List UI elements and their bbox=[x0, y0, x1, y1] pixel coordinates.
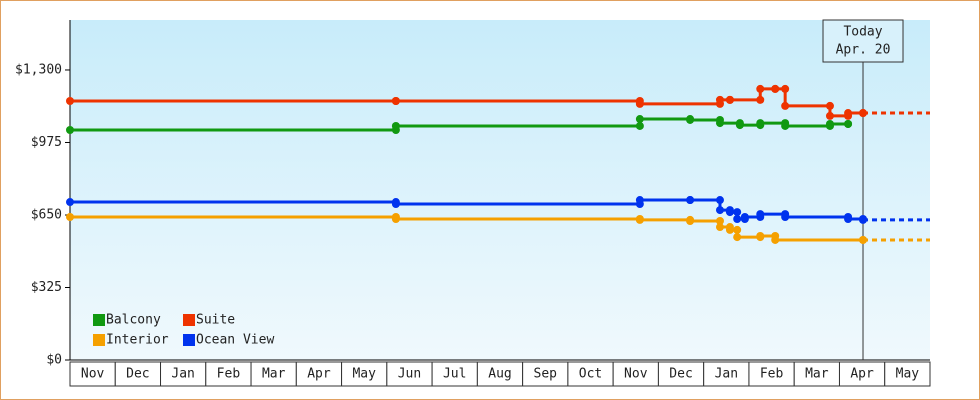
price-point bbox=[391, 96, 400, 105]
x-tick-label: Apr bbox=[850, 367, 874, 382]
today-date: Apr. 20 bbox=[836, 43, 891, 58]
price-point bbox=[725, 225, 734, 234]
month-cell bbox=[386, 361, 433, 387]
price-point bbox=[715, 223, 724, 232]
legend-label: Balcony bbox=[106, 313, 161, 328]
price-point bbox=[733, 233, 742, 242]
price-point bbox=[771, 84, 780, 93]
price-point bbox=[66, 125, 74, 134]
price-point bbox=[844, 109, 853, 118]
price-point bbox=[715, 206, 724, 215]
y-tick-label: $650 bbox=[31, 207, 62, 222]
month-cell bbox=[748, 361, 795, 387]
month-cell bbox=[703, 361, 750, 387]
price-point bbox=[733, 215, 742, 224]
month-cell bbox=[160, 361, 207, 387]
price-point bbox=[825, 111, 834, 120]
x-tick-label: May bbox=[896, 367, 920, 382]
step-joint bbox=[715, 217, 724, 226]
price-point bbox=[725, 208, 734, 217]
step-joint bbox=[635, 121, 644, 130]
legend-label: Interior bbox=[106, 333, 169, 348]
x-tick-label: Mar bbox=[262, 367, 286, 382]
price-point bbox=[686, 217, 695, 226]
legend-label: Ocean View bbox=[196, 333, 274, 348]
y-tick-label: $325 bbox=[31, 280, 62, 295]
price-point bbox=[635, 215, 644, 224]
price-point bbox=[66, 198, 74, 207]
price-point bbox=[781, 101, 790, 110]
price-point bbox=[844, 119, 853, 128]
month-cell bbox=[69, 361, 116, 387]
price-point bbox=[781, 121, 790, 130]
price-point bbox=[66, 212, 74, 221]
price-point bbox=[735, 121, 744, 130]
price-point bbox=[635, 115, 644, 124]
month-cell bbox=[838, 361, 886, 387]
month-cell bbox=[612, 361, 659, 387]
x-tick-label: Sep bbox=[534, 367, 558, 382]
month-cell bbox=[884, 361, 931, 387]
month-cell bbox=[250, 361, 297, 387]
price-point bbox=[771, 235, 780, 244]
price-point bbox=[715, 119, 724, 128]
legend-swatch bbox=[183, 314, 195, 326]
month-cell bbox=[567, 361, 614, 387]
price-point bbox=[825, 119, 834, 128]
legend-swatch bbox=[93, 334, 105, 346]
price-point bbox=[391, 121, 400, 130]
x-tick-label: Dec bbox=[669, 367, 692, 382]
x-tick-label: Dec bbox=[126, 367, 149, 382]
price-point bbox=[391, 200, 400, 209]
step-joint bbox=[733, 225, 742, 234]
x-tick-label: Jul bbox=[443, 367, 466, 382]
price-point bbox=[635, 99, 644, 108]
x-tick-label: Feb bbox=[760, 367, 784, 382]
price-line bbox=[70, 117, 849, 132]
step-joint bbox=[715, 196, 724, 205]
legend-swatch bbox=[93, 314, 105, 326]
x-tick-label: Mar bbox=[805, 367, 829, 382]
today-box bbox=[822, 19, 904, 63]
step-joint bbox=[825, 101, 834, 110]
price-point bbox=[686, 115, 695, 124]
price-point bbox=[740, 212, 749, 221]
today-label: Today bbox=[843, 25, 882, 40]
price-point bbox=[715, 95, 724, 104]
x-tick-label: Nov bbox=[81, 367, 105, 382]
month-cell bbox=[114, 361, 162, 387]
x-tick-label: May bbox=[352, 367, 376, 382]
x-tick-label: Nov bbox=[624, 367, 648, 382]
legend-label: Suite bbox=[196, 313, 235, 328]
x-tick-label: Aug bbox=[488, 367, 511, 382]
y-tick-label: $0 bbox=[46, 353, 62, 368]
x-tick-label: Jan bbox=[715, 367, 738, 382]
price-point bbox=[391, 215, 400, 224]
price-point bbox=[66, 96, 74, 105]
price-point bbox=[756, 210, 765, 219]
step-joint bbox=[781, 84, 790, 93]
x-tick-label: Apr bbox=[307, 367, 331, 382]
x-tick-label: Jan bbox=[171, 367, 194, 382]
legend-swatch bbox=[183, 334, 195, 346]
step-joint bbox=[756, 95, 765, 104]
step-joint bbox=[733, 208, 742, 217]
x-tick-label: Jun bbox=[398, 367, 421, 382]
price-point bbox=[844, 215, 853, 224]
price-point bbox=[725, 95, 734, 104]
price-point bbox=[756, 119, 765, 128]
x-tick-label: Feb bbox=[217, 367, 241, 382]
price-point bbox=[686, 196, 695, 205]
x-tick-label: Oct bbox=[579, 367, 602, 382]
month-cell bbox=[476, 361, 524, 387]
month-cell bbox=[205, 361, 252, 387]
price-point bbox=[781, 212, 790, 221]
price-point bbox=[756, 84, 765, 93]
y-tick-label: $975 bbox=[31, 135, 62, 150]
price-point bbox=[635, 196, 644, 205]
plot-area bbox=[70, 20, 930, 360]
y-tick-label: $1,300 bbox=[15, 62, 62, 77]
price-point bbox=[756, 231, 765, 240]
